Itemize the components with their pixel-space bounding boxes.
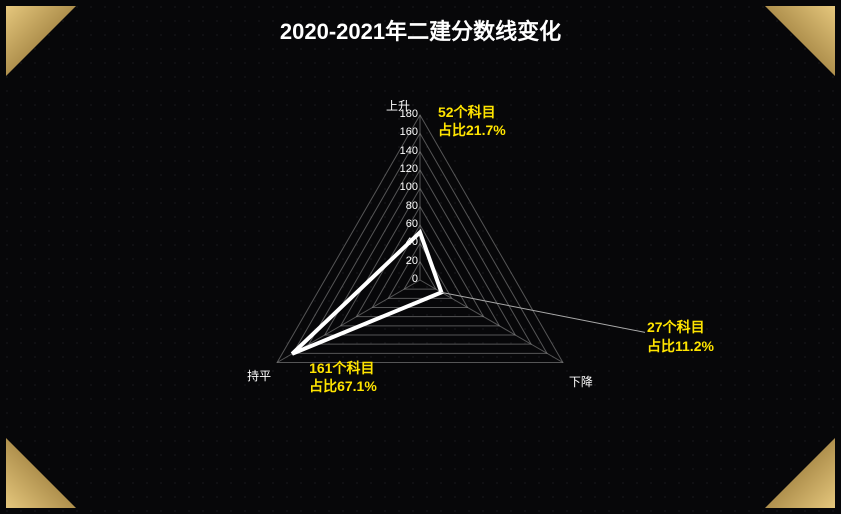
radar-data-label: 52个科目占比21.7%: [438, 103, 506, 139]
chart-title: 2020-2021年二建分数线变化: [0, 14, 841, 46]
corner-ornament-br: [745, 418, 835, 508]
radar-tick-label: 160: [400, 126, 418, 138]
radar-axis-label: 持平: [247, 367, 271, 384]
radar-tick-label: 100: [400, 181, 418, 193]
radar-axis-label: 上升: [386, 97, 410, 114]
radar-tick-label: 120: [400, 163, 418, 175]
radar-axis-label: 下降: [569, 373, 593, 390]
radar-tick-label: 40: [406, 236, 418, 248]
radar-tick-label: 0: [412, 273, 418, 285]
radar-data-label: 161个科目占比67.1%: [309, 359, 377, 395]
radar-chart: 020406080100120140160180上升下降持平52个科目占比21.…: [190, 60, 650, 490]
radar-tick-label: 60: [406, 218, 418, 230]
radar-tick-label: 20: [406, 255, 418, 267]
page-root: 2020-2021年二建分数线变化 0 20 40 60 80 100 120 140 160 1…: [0, 0, 841, 514]
radar-tick-label: 80: [406, 200, 418, 212]
corner-ornament-bl: [6, 418, 96, 508]
radar-data-label: 27个科目占比11.2%: [647, 318, 714, 354]
radar-tick-label: 140: [400, 145, 418, 157]
